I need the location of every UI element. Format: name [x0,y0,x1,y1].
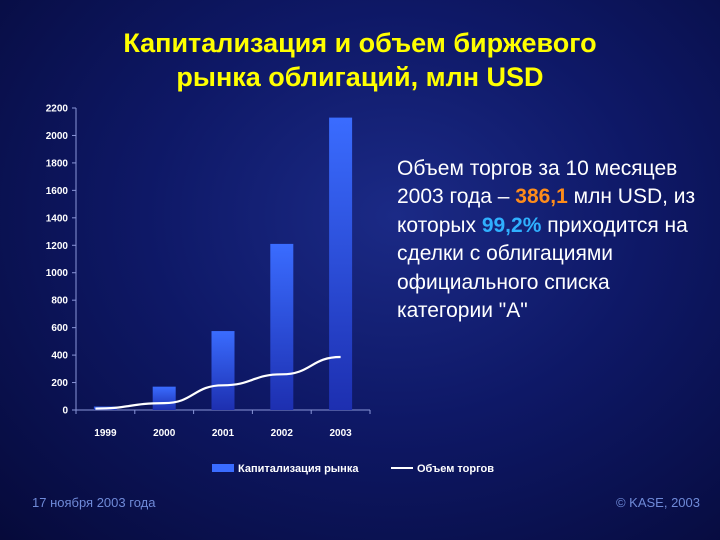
y-tick-label: 1400 [46,213,69,224]
y-tick-label: 1200 [46,241,69,252]
title-line-2: рынка облигаций, млн USD [176,62,544,92]
note-text-3: приходится на сделки с облигациями офици… [397,213,688,323]
bar-series [93,117,353,410]
note-value-volume: 386,1 [515,185,568,209]
bar-2000 [152,386,176,410]
x-tick-label: 2002 [271,428,294,439]
note-value-share: 99,2% [481,213,542,237]
y-tick-label: 0 [62,406,68,417]
chart-legend: Капитализация рынка Объем торгов [212,463,494,475]
legend-label-volume: Объем торгов [417,463,494,475]
footer-copyright: © KASE, 2003 [615,495,700,510]
footer-date: 17 ноября 2003 года [32,495,156,510]
y-tick-label: 600 [51,323,68,334]
y-tick-label: 800 [51,296,68,307]
title-line-1: Капитализация и объем биржевого [123,28,597,58]
note-text-2: млн USD, из которых [397,185,696,237]
line-series [95,355,341,410]
y-tick-label: 2000 [46,131,69,142]
y-tick-label: 400 [51,351,68,362]
bar-2003 [329,117,353,410]
chart-title: Капитализация и объем биржевого рынка об… [60,26,660,94]
legend-swatch-bar [212,464,234,472]
y-tick-label: 1000 [46,268,69,279]
y-tick-label: 1600 [46,186,69,197]
x-tick-label: 1999 [94,428,117,439]
note-text-1: Объем торгов за 10 месяцев 2003 года – [397,157,678,209]
y-tick-label: 1800 [46,158,69,169]
bar-2001 [211,331,235,410]
x-tick-label: 2000 [153,428,176,439]
y-tick-label: 2200 [46,104,69,115]
trading-volume-note: Объем торгов за 10 месяцев 2003 года – 3… [397,155,697,325]
y-tick-label: 200 [51,378,68,389]
x-tick-label: 2001 [212,428,235,439]
chart-axes: 0 200 400 600 800 1000 1200 1400 1600 1800 2000 220… [46,104,371,439]
bar-2002 [270,243,294,410]
x-tick-label: 2003 [329,428,352,439]
legend-label-capitalization: Капитализация рынка [238,463,359,475]
